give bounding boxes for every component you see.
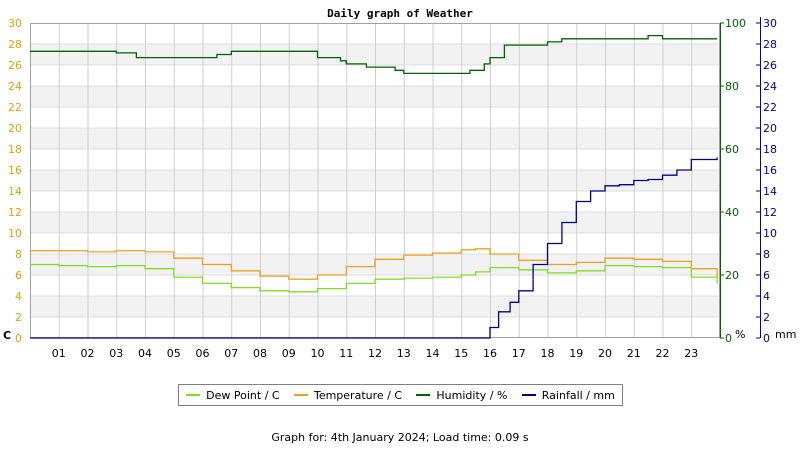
x-axis-tick-label: 13 xyxy=(397,347,411,360)
right-axis-humidity-unit-label: % xyxy=(735,328,745,341)
right-axis-rainfall-tick-label: 22 xyxy=(763,101,777,114)
series-line-dew xyxy=(30,263,718,293)
left-axis-tick-label: 8 xyxy=(15,248,22,261)
left-axis-tick-label: 28 xyxy=(8,38,22,51)
legend-item-temperature: Temperature / C xyxy=(293,388,403,402)
x-axis-tick-label: 07 xyxy=(224,347,238,360)
left-axis-tick-label: 2 xyxy=(15,311,22,324)
right-axis-rainfall-tick-label: 28 xyxy=(763,38,777,51)
vertical-gridlines xyxy=(58,23,693,338)
right-axis-humidity: 0 20 40 60 80 100 xyxy=(720,17,746,345)
x-axis-tick-label: 23 xyxy=(684,347,698,360)
left-axis-tick-label: 12 xyxy=(8,206,22,219)
left-axis-tick-label: 18 xyxy=(8,143,22,156)
footer-load-info: Graph for: 4th January 2024; Load time: … xyxy=(271,431,529,444)
x-axis-tick-label: 04 xyxy=(138,347,152,360)
x-axis-tick-label: 05 xyxy=(167,347,181,360)
right-axis-rainfall-tick-label: 8 xyxy=(763,248,770,261)
x-axis-tick-label: 15 xyxy=(454,347,468,360)
legend-label: Temperature / C xyxy=(313,388,403,402)
left-axis-tick-label: 4 xyxy=(15,290,22,303)
right-axis-rainfall-tick-label: 0 xyxy=(763,332,770,345)
right-axis-humidity-tick-label: 0 xyxy=(725,332,732,345)
right-axis-rainfall-tick-label: 2 xyxy=(763,311,770,324)
chart-title: Daily graph of Weather xyxy=(327,7,473,20)
x-axis-tick-label: 14 xyxy=(426,347,440,360)
legend-item-dew: Dew Point / C xyxy=(186,388,280,402)
right-axis-rainfall-unit-label: mm xyxy=(775,328,796,341)
x-axis: 01 02 03 04 05 06 07 08 09 10 11 12 13 14 15 16 17 18 19 20… xyxy=(52,347,699,360)
x-axis-tick-label: 06 xyxy=(196,347,210,360)
x-axis-tick-label: 19 xyxy=(569,347,583,360)
right-axis-rainfall-tick-label: 10 xyxy=(763,227,777,240)
right-axis-humidity-tick-label: 80 xyxy=(725,80,739,93)
legend-swatch xyxy=(521,394,536,396)
right-axis-rainfall-tick-label: 26 xyxy=(763,59,777,72)
legend-label: Humidity / % xyxy=(436,388,508,402)
legend-label: Dew Point / C xyxy=(206,388,280,402)
x-axis-tick-label: 09 xyxy=(282,347,296,360)
right-axis-rainfall-tick-label: 30 xyxy=(763,17,777,30)
left-axis-unit-label: C xyxy=(3,329,11,342)
left-axis-tick-label: 24 xyxy=(8,80,22,93)
series-line-rainfall xyxy=(30,157,718,339)
left-axis-tick-label: 6 xyxy=(15,269,22,282)
right-axis-humidity-tick-label: 20 xyxy=(725,269,739,282)
legend-swatch xyxy=(416,394,431,396)
right-axis-rainfall-tick-label: 16 xyxy=(763,164,777,177)
right-axis-humidity-tick-label: 40 xyxy=(725,206,739,219)
x-axis-tick-label: 03 xyxy=(109,347,123,360)
left-axis-tick-label: 30 xyxy=(8,17,22,30)
x-axis-tick-label: 18 xyxy=(541,347,555,360)
left-axis-tick-label: 16 xyxy=(8,164,22,177)
left-axis-tick-label: 14 xyxy=(8,185,22,198)
x-axis-tick-label: 01 xyxy=(52,347,66,360)
x-axis-tick-label: 16 xyxy=(483,347,497,360)
right-axis-rainfall-tick-label: 18 xyxy=(763,143,777,156)
legend-label: Rainfall / mm xyxy=(541,388,615,402)
right-axis-rainfall-tick-label: 14 xyxy=(763,185,777,198)
right-axis-rainfall-tick-label: 24 xyxy=(763,80,777,93)
right-axis-rainfall-tick-label: 6 xyxy=(763,269,770,282)
left-axis-tick-label: 20 xyxy=(8,122,22,135)
legend-swatch xyxy=(186,394,201,396)
legend-swatch xyxy=(293,394,308,396)
x-axis-tick-label: 11 xyxy=(339,347,353,360)
x-axis-tick-label: 08 xyxy=(253,347,267,360)
x-axis-tick-label: 12 xyxy=(368,347,382,360)
x-axis-tick-label: 21 xyxy=(627,347,641,360)
left-axis-tick-label: 10 xyxy=(8,227,22,240)
right-axis-humidity-tick-label: 60 xyxy=(725,143,739,156)
right-axis-rainfall-tick-label: 20 xyxy=(763,122,777,135)
legend-item-humidity: Humidity / % xyxy=(416,389,507,402)
x-axis-tick-label: 22 xyxy=(656,347,670,360)
x-axis-tick-label: 20 xyxy=(598,347,612,360)
series-line-temperature xyxy=(30,248,718,280)
x-axis-tick-label: 10 xyxy=(311,347,325,360)
right-axis-humidity-tick-label: 100 xyxy=(725,17,746,30)
legend: Dew Point / C Temperature / C Humidity / %… xyxy=(178,384,623,406)
left-axis-tick-label: 22 xyxy=(8,101,22,114)
right-axis-rainfall-tick-label: 4 xyxy=(763,290,770,303)
legend-item-rainfall: Rainfall / mm xyxy=(521,388,615,402)
left-axis-tick-label: 0 xyxy=(15,332,22,345)
series-line-humidity xyxy=(30,34,718,75)
x-axis-tick-label: 02 xyxy=(81,347,95,360)
x-axis-tick-label: 17 xyxy=(512,347,526,360)
left-axis-tick-label: 26 xyxy=(8,59,22,72)
series-layer xyxy=(30,34,718,339)
right-axis-rainfall-tick-label: 12 xyxy=(763,206,777,219)
